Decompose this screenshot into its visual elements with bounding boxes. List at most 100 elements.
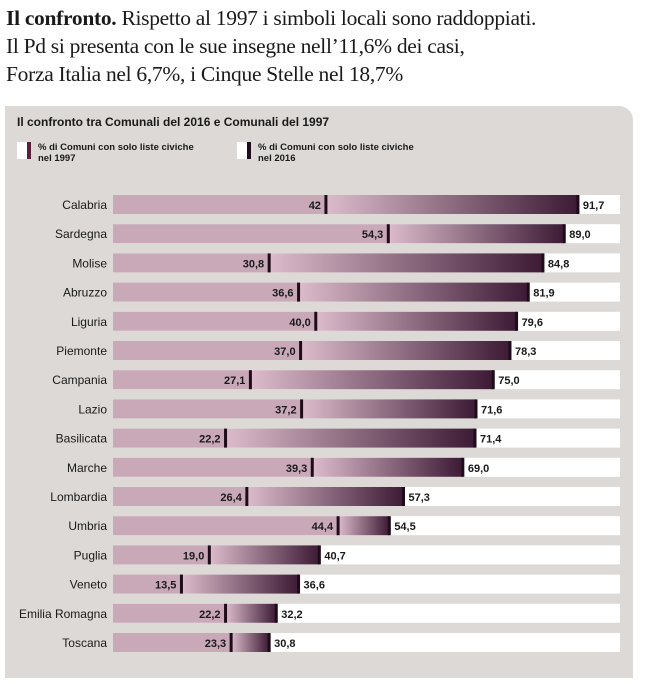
- legend-swatch-1997: [17, 142, 31, 159]
- region-label-puglia: Puglia: [74, 548, 108, 562]
- headline-line-3: Forza Italia nel 6,7%, i Cinque Stelle n…: [6, 62, 403, 86]
- value-label-1997-lazio: 37,2: [275, 404, 296, 416]
- bar-1997-basilicata: [113, 428, 226, 448]
- value-label-1997-emilia-romagna: 22,2: [199, 609, 220, 621]
- marker-1997-emilia-romagna: [224, 603, 228, 623]
- bar-2016-puglia: [209, 545, 320, 565]
- legend-label-1997: % di Comuni con solo liste civiche nel 1…: [38, 142, 194, 164]
- value-label-1997-liguria: 40,0: [289, 317, 310, 329]
- marker-1997-campania: [248, 370, 252, 390]
- bar-row-lombardia: Lombardia 26,4 57,3: [50, 487, 620, 506]
- region-label-calabria: Calabria: [62, 198, 107, 212]
- marker-2016-veneto: [297, 574, 301, 594]
- value-label-2016-campania: 75,0: [498, 375, 519, 387]
- marker-1997-molise: [267, 253, 271, 273]
- region-label-veneto: Veneto: [70, 578, 108, 592]
- region-label-marche: Marche: [67, 461, 107, 475]
- value-label-1997-marche: 39,3: [286, 463, 307, 475]
- bar-row-sardegna: Sardegna 54,3 89,0: [55, 224, 620, 244]
- region-label-toscana: Toscana: [62, 636, 107, 650]
- marker-2016-abruzzo: [526, 282, 530, 302]
- bar-2016-lombardia: [246, 487, 404, 506]
- bar-2016-toscana: [231, 633, 270, 652]
- value-label-1997-abruzzo: 36,6: [272, 288, 293, 300]
- value-label-1997-umbria: 44,4: [312, 521, 334, 533]
- bar-row-lazio: Lazio 37,2 71,6: [78, 399, 620, 419]
- headline: Il confronto. Rispetto al 1997 i simboli…: [6, 4, 642, 88]
- bar-1997-puglia: [113, 545, 210, 565]
- bar-row-toscana: Toscana 23,3 30,8: [62, 633, 620, 652]
- bar-1997-lombardia: [113, 487, 247, 506]
- marker-1997-umbria: [336, 516, 340, 536]
- bar-2016-piemonte: [300, 341, 510, 360]
- headline-line-1-rest: Rispetto al 1997 i simboli locali sono r…: [121, 6, 537, 30]
- region-label-piemonte: Piemonte: [56, 344, 107, 358]
- marker-2016-sardegna: [562, 224, 566, 244]
- bar-row-veneto: Veneto 13,5 36,6: [70, 574, 620, 594]
- marker-2016-basilicata: [473, 428, 477, 448]
- value-label-1997-basilicata: 22,2: [199, 434, 220, 446]
- marker-1997-toscana: [229, 633, 233, 652]
- bar-1997-molise: [113, 253, 270, 273]
- value-label-2016-puglia: 40,7: [324, 550, 345, 562]
- bar-1997-lazio: [113, 399, 302, 419]
- marker-1997-marche: [310, 457, 314, 477]
- region-label-campania: Campania: [52, 373, 107, 387]
- bar-row-abruzzo: Abruzzo 36,6 81,9: [63, 282, 620, 302]
- marker-2016-toscana: [267, 633, 271, 652]
- legend-swatch-2016: [237, 142, 251, 159]
- bar-2016-lazio: [301, 399, 477, 419]
- marker-2016-lazio: [474, 399, 478, 419]
- bar-row-liguria: Liguria 40,0 79,6: [71, 311, 620, 331]
- bar-1997-campania: [113, 370, 251, 390]
- value-label-2016-sardegna: 89,0: [569, 229, 590, 241]
- bar-row-campania: Campania 27,1 75,0: [52, 370, 620, 390]
- legend-item-1997: % di Comuni con solo liste civiche nel 1…: [17, 142, 208, 164]
- bar-row-umbria: Umbria 44,4 54,5: [68, 516, 620, 536]
- bar-row-calabria: Calabria 42 91,7: [62, 195, 620, 214]
- marker-1997-basilicata: [224, 428, 228, 448]
- bar-2016-liguria: [315, 311, 517, 331]
- bar-1997-marche: [113, 457, 313, 477]
- bar-1997-calabria: [113, 195, 326, 214]
- value-label-1997-veneto: 13,5: [155, 580, 176, 592]
- region-label-molise: Molise: [72, 256, 107, 270]
- marker-2016-lombardia: [402, 487, 406, 506]
- marker-1997-puglia: [207, 545, 211, 565]
- value-label-2016-abruzzo: 81,9: [533, 288, 554, 300]
- bar-row-molise: Molise 30,8 84,8: [72, 253, 620, 273]
- chart-panel: Il confronto tra Comunali del 2016 e Com…: [5, 106, 633, 678]
- legend-item-2016: % di Comuni con solo liste civiche nel 2…: [237, 142, 428, 164]
- bar-row-basilicata: Basilicata 22,2 71,4: [56, 428, 620, 448]
- value-label-2016-basilicata: 71,4: [480, 434, 502, 446]
- region-label-abruzzo: Abruzzo: [63, 286, 107, 300]
- value-label-1997-toscana: 23,3: [205, 638, 226, 650]
- bar-1997-piemonte: [113, 341, 301, 360]
- value-label-2016-liguria: 79,6: [522, 317, 543, 329]
- marker-2016-marche: [461, 457, 465, 477]
- marker-2016-campania: [491, 370, 495, 390]
- region-label-lombardia: Lombardia: [50, 490, 107, 504]
- bar-1997-abruzzo: [113, 282, 299, 302]
- bar-2016-sardegna: [388, 224, 565, 244]
- marker-2016-piemonte: [508, 341, 512, 360]
- value-label-2016-lombardia: 57,3: [409, 492, 430, 504]
- value-label-1997-calabria: 42: [309, 200, 321, 212]
- marker-1997-calabria: [324, 195, 328, 214]
- region-label-umbria: Umbria: [68, 519, 107, 533]
- value-label-1997-lombardia: 26,4: [220, 492, 242, 504]
- bar-2016-calabria: [325, 195, 578, 214]
- bar-2016-veneto: [181, 574, 299, 594]
- value-label-1997-molise: 30,8: [243, 258, 264, 270]
- bar-1997-emilia-romagna: [113, 603, 226, 623]
- bar-1997-liguria: [113, 311, 316, 331]
- bar-1997-toscana: [113, 633, 232, 652]
- marker-2016-umbria: [387, 516, 391, 536]
- region-label-emilia-romagna: Emilia Romagna: [19, 607, 107, 621]
- chart-title: Il confronto tra Comunali del 2016 e Com…: [17, 115, 330, 129]
- headline-line-2: Il Pd si presenta con le sue insegne nel…: [6, 34, 465, 58]
- bar-2016-abruzzo: [298, 282, 529, 302]
- bar-2016-marche: [312, 457, 463, 477]
- bar-row-marche: Marche 39,3 69,0: [67, 457, 620, 477]
- bar-1997-sardegna: [113, 224, 389, 244]
